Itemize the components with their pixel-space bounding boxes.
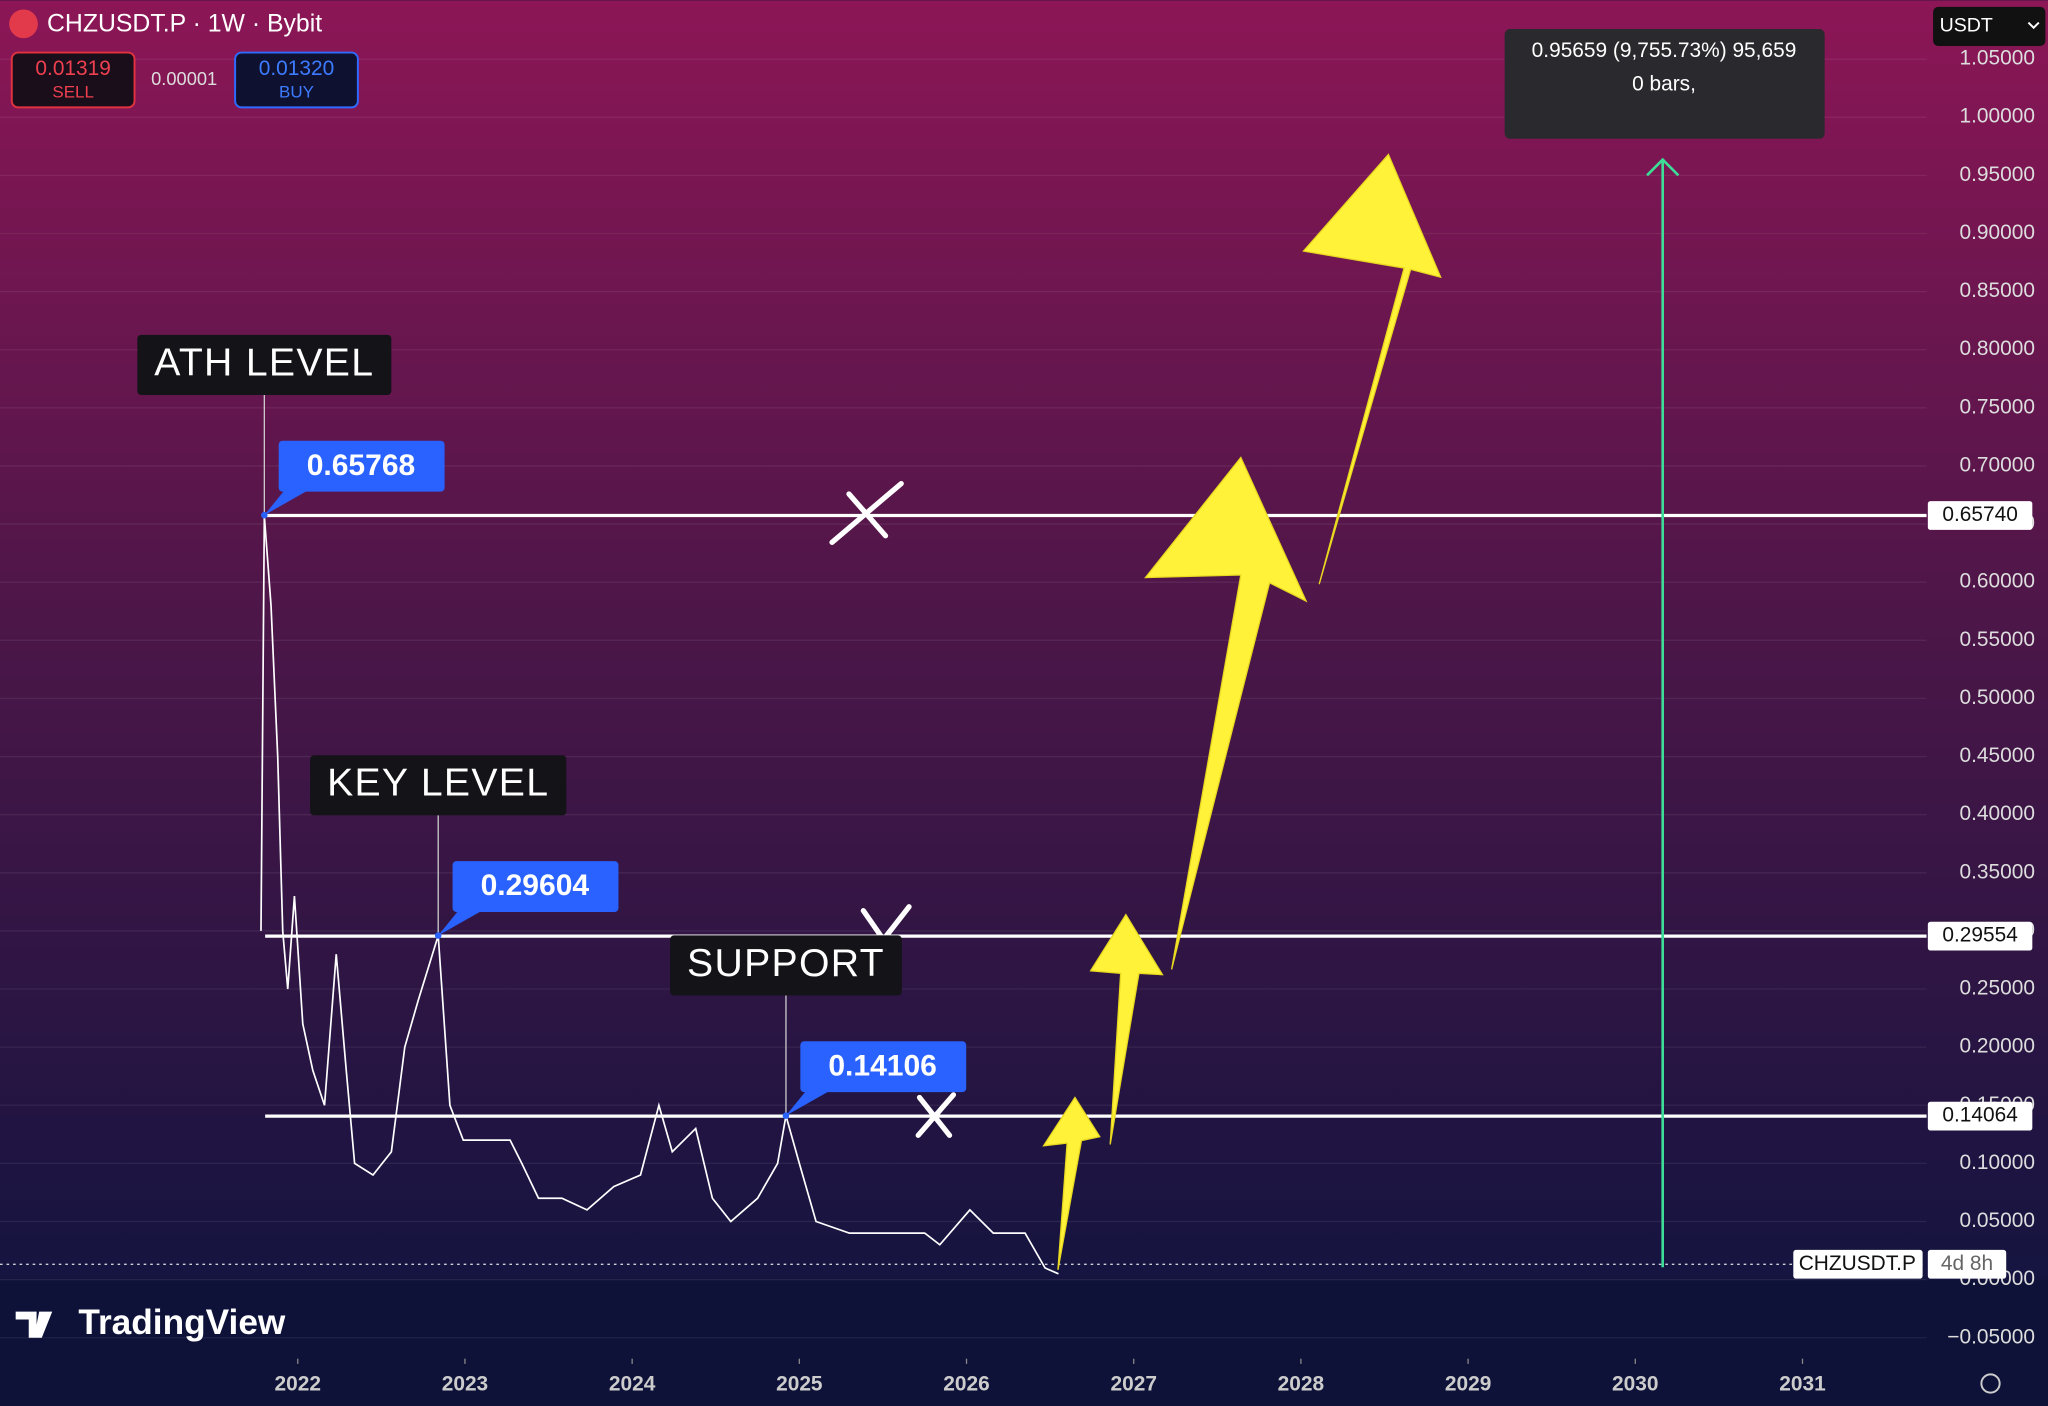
y-tick-label: 0.95000 [1959,163,2034,186]
grid-layer [0,58,1927,1364]
x-tick-label: 2031 [1779,1372,1826,1395]
marks-layer [0,513,1927,1275]
callout-pointer [264,487,313,516]
x-tick-label: 2024 [609,1372,656,1395]
annotation-box [310,755,567,816]
settings-icon[interactable] [1980,1373,2001,1394]
callout-value: 0.65768 [307,449,416,482]
y-tick-label: 0.35000 [1959,860,2034,883]
countdown-box [1927,1249,2007,1279]
measure-head [1646,157,1680,177]
price-line-label: 0.65740 [1942,503,2017,526]
measure-line [1646,157,1680,1268]
watermark-text: TradingView [78,1303,286,1342]
logo [15,1311,53,1338]
buy-button[interactable]: 0.01320 BUY [234,51,359,109]
x-tick-label: 2026 [943,1372,989,1395]
arrow [1302,153,1442,585]
y-tick-label: 0.80000 [1959,337,2034,360]
annotation-label: ATH LEVEL [154,341,374,384]
y-tick-label: 0.60000 [1959,570,2034,593]
callout-value: 0.14106 [828,1049,937,1082]
currency[interactable]: USDT [1940,15,1993,37]
y-tick-label: −0.05000 [1947,1325,2035,1348]
buy-label[interactable]: BUY [279,83,314,102]
y-tick-label: 0.50000 [1959,686,2034,709]
x-tick-label: 2030 [1612,1372,1658,1395]
x-tick-label: 2022 [275,1372,321,1395]
y-tick-label: 0.05000 [1959,1209,2034,1232]
price-line-series [260,515,1059,1275]
currency-select[interactable]: USDT [1933,6,2046,47]
last-price-label: CHZUSDT.P [1799,1252,1916,1275]
buy-price[interactable]: 0.01320 [259,57,334,80]
y-tick-label: 1.00000 [1959,105,2034,128]
y-tick-label: 0.20000 [1959,1035,2034,1058]
tooltip-line: 0.95659 (9,755.73%) 95,659 [1532,39,1797,62]
sell-box[interactable] [10,51,136,109]
callout-pointer [785,1088,835,1116]
last-price-box [1793,1249,1923,1279]
y-tick-label: 0.90000 [1959,221,2034,244]
bottom-area [0,1280,2048,1406]
watermark: TradingView [15,1303,286,1342]
arrow [1144,456,1308,970]
callout-box [452,861,619,913]
annotation-point [434,932,442,939]
y-tick-label: 0.85000 [1959,279,2034,302]
annotation-point [782,1112,790,1119]
x-stroke [916,1094,953,1138]
price-line-label-box [1927,501,2033,530]
countdown: 4d 8h [1941,1252,1993,1275]
sell-button[interactable]: 0.01319 SELL [10,51,136,109]
x-tick-label: 2029 [1445,1372,1491,1395]
buy-box[interactable] [234,51,359,109]
callout-box [800,1041,967,1093]
y-tick-label: 0.75000 [1959,395,2034,418]
spread: 0.00001 [151,68,217,89]
price-line-label-box [1927,1101,2033,1131]
chevron[interactable] [2027,21,2040,30]
projection-arrows [1042,153,1442,1270]
x-tick-label: 2028 [1278,1372,1324,1395]
y-tick-label: 0.40000 [1959,802,2034,825]
arrow [1089,913,1164,1145]
price-line-label: 0.29554 [1942,924,2017,947]
measure-tooltip [1504,29,1825,139]
y-tick-label: 0.55000 [1959,628,2034,651]
price-line-label: 0.14064 [1942,1104,2017,1127]
callout-box [278,440,445,492]
x-stroke [846,491,889,539]
annotation-label: SUPPORT [687,942,885,985]
annotation-box [137,334,392,395]
annotation-box [670,935,902,996]
y-tick-label: 0.10000 [1959,1151,2034,1174]
callout-value: 0.29604 [481,869,590,902]
symbol-icon [9,9,38,39]
callout-pointer [438,908,487,936]
x-tick-label: 2023 [442,1372,488,1395]
price-line-label-box [1927,921,2033,951]
currency-box[interactable] [1933,6,2046,47]
x-tick-label: 2025 [776,1372,823,1395]
y-tick-label: 0.25000 [1959,977,2034,1000]
sell-label[interactable]: SELL [52,83,94,102]
y-tick-label: 1.05000 [1959,47,2034,70]
y-tick-label: 0.45000 [1959,744,2034,767]
annotation-label: KEY LEVEL [327,762,549,805]
sell-price[interactable]: 0.01319 [35,57,110,80]
arrow [1042,1096,1101,1270]
tooltip-line: 0 bars, [1632,73,1696,96]
annotation-point [261,511,268,519]
x-tick-label: 2027 [1110,1372,1156,1395]
symbol-title: CHZUSDT.P · 1W · Bybit [47,11,322,38]
y-tick-label: 0.70000 [1959,453,2034,476]
